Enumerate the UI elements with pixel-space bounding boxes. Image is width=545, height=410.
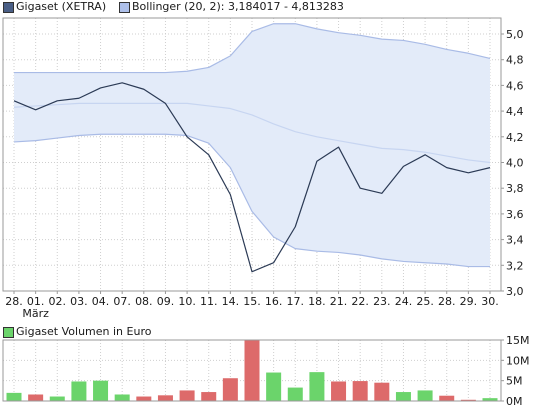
price-ytick-label: 4,0: [506, 157, 524, 170]
price-xtick-label: 16.: [265, 295, 283, 308]
price-xtick-label: 09.: [157, 295, 175, 308]
price-ytick-label: 4,8: [506, 54, 524, 67]
price-xtick-label: 21.: [330, 295, 348, 308]
volume-bar: [460, 399, 476, 401]
bollinger-band-area: [14, 23, 490, 267]
volume-bar: [266, 372, 282, 401]
volume-frame: [2, 339, 502, 402]
price-ytick-label: 3,0: [506, 285, 524, 298]
price-xtick-label: 10.: [178, 295, 196, 308]
bollinger-upper-line: [14, 23, 491, 74]
price-xtick-label: 04.: [92, 295, 110, 308]
price-xtick-label: 15.: [243, 295, 261, 308]
price-month-label: März: [22, 307, 49, 320]
volume-bar: [114, 394, 130, 401]
volume-bar: [482, 398, 498, 401]
price-ytick-label: 3,8: [506, 182, 524, 195]
volume-ytick-label: 15M: [506, 334, 530, 347]
price-xtick-label: 24.: [395, 295, 413, 308]
volume-bar: [157, 395, 173, 401]
price-ytick-label: 3,6: [506, 208, 524, 221]
volume-legend-swatch: [3, 327, 14, 338]
volume-bar: [49, 396, 65, 401]
bollinger-middle-line: [13, 102, 491, 164]
volume-bar: [309, 372, 325, 401]
price-xtick-label: 28.: [5, 295, 23, 308]
volume-bar: [352, 381, 368, 401]
price-xtick-label: 01.: [27, 295, 45, 308]
price-xtick-label: 14.: [222, 295, 240, 308]
volume-bar: [395, 392, 411, 401]
volume-bar: [439, 395, 455, 401]
volume-ytick-label: 10M: [506, 354, 530, 367]
volume-bar: [374, 382, 390, 401]
price-xtick-label: 11.: [200, 295, 218, 308]
price-ytick-label: 5,0: [506, 28, 524, 41]
price-xtick-label: 29.: [460, 295, 478, 308]
volume-ytick-label: 0M: [506, 395, 523, 408]
price-x-axis: 28. 01. 02. 03. 04. 07. 08. 09. 10. 11. 14. 15. 16. 1…: [5, 291, 499, 320]
price-xtick-label: 03.: [70, 295, 88, 308]
price-xtick-label: 17.: [287, 295, 305, 308]
volume-bar: [136, 396, 152, 401]
volume-bar: [28, 394, 44, 401]
bollinger-legend-swatch: [119, 2, 130, 13]
volume-bar: [179, 390, 195, 401]
price-xtick-label: 07.: [113, 295, 131, 308]
volume-bar: [222, 378, 238, 401]
volume-legend-label: Gigaset Volumen in Euro: [16, 325, 152, 338]
volume-y-axis: 15M 10M 5M 0M: [501, 334, 530, 408]
price-xtick-label: 30.: [481, 295, 499, 308]
volume-bars: [6, 340, 498, 401]
price-xtick-label: 22.: [351, 295, 369, 308]
volume-bar: [417, 390, 433, 401]
volume-bar: [93, 380, 109, 401]
volume-bar: [201, 392, 217, 401]
price-plot: [13, 23, 491, 273]
volume-bar: [6, 392, 22, 401]
volume-bar: [287, 387, 303, 401]
volume-bar: [331, 381, 347, 401]
price-ytick-label: 4,2: [506, 131, 524, 144]
price-xtick-label: 23.: [373, 295, 391, 308]
price-xtick-label: 18.: [308, 295, 326, 308]
volume-ytick-label: 5M: [506, 375, 523, 388]
price-xtick-label: 08.: [135, 295, 153, 308]
price-xtick-label: 02.: [49, 295, 67, 308]
price-y-axis: 5,0 4,8 4,6 4,4 4,2 4,0 3,8 3,6 3,4 3,2 3,0: [501, 28, 524, 298]
price-line: [13, 82, 491, 273]
price-legend-label: Gigaset (XETRA): [16, 0, 107, 13]
price-xtick-label: 28.: [438, 295, 456, 308]
price-ytick-label: 4,4: [506, 105, 524, 118]
bollinger-lower-line: [13, 133, 490, 268]
price-xtick-label: 25.: [416, 295, 434, 308]
bollinger-legend-label: Bollinger (20, 2): 3,184017 - 4,813283: [132, 0, 344, 13]
price-ytick-label: 4,6: [506, 79, 524, 92]
price-legend-swatch: [3, 2, 14, 13]
volume-bar: [244, 340, 260, 401]
volume-plot-border: [2, 339, 502, 402]
volume-bar: [71, 381, 87, 401]
price-ytick-label: 3,2: [506, 259, 524, 272]
price-ytick-label: 3,4: [506, 234, 524, 247]
